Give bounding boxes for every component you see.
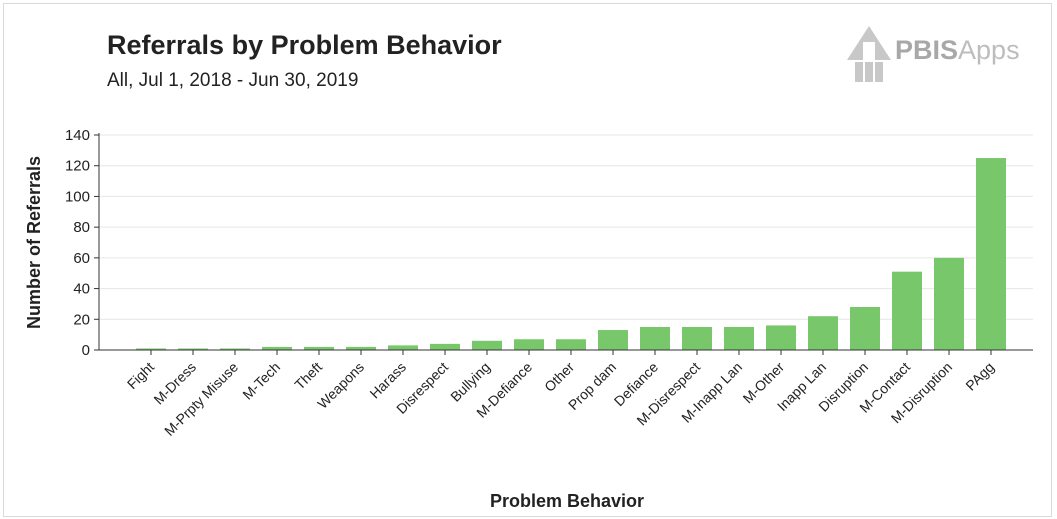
bar — [556, 339, 586, 350]
x-tick-label: Theft — [291, 359, 325, 393]
bar — [262, 346, 292, 350]
x-tick-label: Weapons — [314, 359, 367, 412]
bar — [682, 326, 712, 350]
bar — [346, 346, 376, 350]
y-tick-label: 60 — [73, 250, 90, 267]
grid-lines — [99, 134, 1033, 320]
bar — [976, 158, 1006, 350]
bar — [808, 316, 838, 350]
pbis-building-icon — [847, 26, 891, 82]
bar — [136, 348, 166, 350]
bar — [724, 326, 754, 350]
logo-text-light: Apps — [958, 35, 1020, 65]
y-tick-label: 40 — [73, 281, 90, 298]
logo-text-strong: PBIS — [895, 35, 959, 65]
bars — [136, 158, 1006, 350]
x-tick-label: Other — [541, 359, 577, 395]
pbis-apps-logo: PBISApps — [845, 22, 1045, 84]
bar — [934, 257, 964, 350]
bar — [388, 345, 418, 350]
logo-text: PBISApps — [895, 35, 1020, 66]
bar — [892, 271, 922, 350]
y-tick-label: 20 — [73, 311, 90, 328]
bar — [514, 339, 544, 350]
x-tick-label: M-Tech — [239, 359, 283, 403]
bar — [598, 330, 628, 350]
bar — [304, 346, 334, 350]
chart-subtitle: All, Jul 1, 2018 - Jun 30, 2019 — [107, 70, 359, 91]
bar — [430, 343, 460, 350]
y-axis-ticks: 0 20 40 60 80 100 120 140 — [65, 127, 99, 359]
x-axis-label: Problem Behavior — [490, 491, 644, 511]
x-tick-label: PAgg — [962, 359, 997, 394]
y-axis-label: Number of Referrals — [24, 156, 44, 329]
bar — [640, 326, 670, 350]
y-tick-label: 100 — [65, 188, 90, 205]
y-tick-label: 120 — [65, 158, 90, 175]
chart-frame — [3, 3, 1052, 517]
y-tick-label: 140 — [65, 127, 90, 144]
bar — [850, 307, 880, 350]
chart-title: Referrals by Problem Behavior — [107, 30, 502, 60]
x-tick-label: M-Prpty Misuse — [161, 359, 241, 439]
x-tick-label: Fight — [124, 359, 157, 392]
y-tick-label: 0 — [82, 342, 90, 359]
bar — [766, 325, 796, 350]
bar — [472, 340, 502, 350]
bar — [178, 348, 208, 350]
bar — [220, 348, 250, 350]
y-tick-label: 80 — [73, 219, 90, 236]
